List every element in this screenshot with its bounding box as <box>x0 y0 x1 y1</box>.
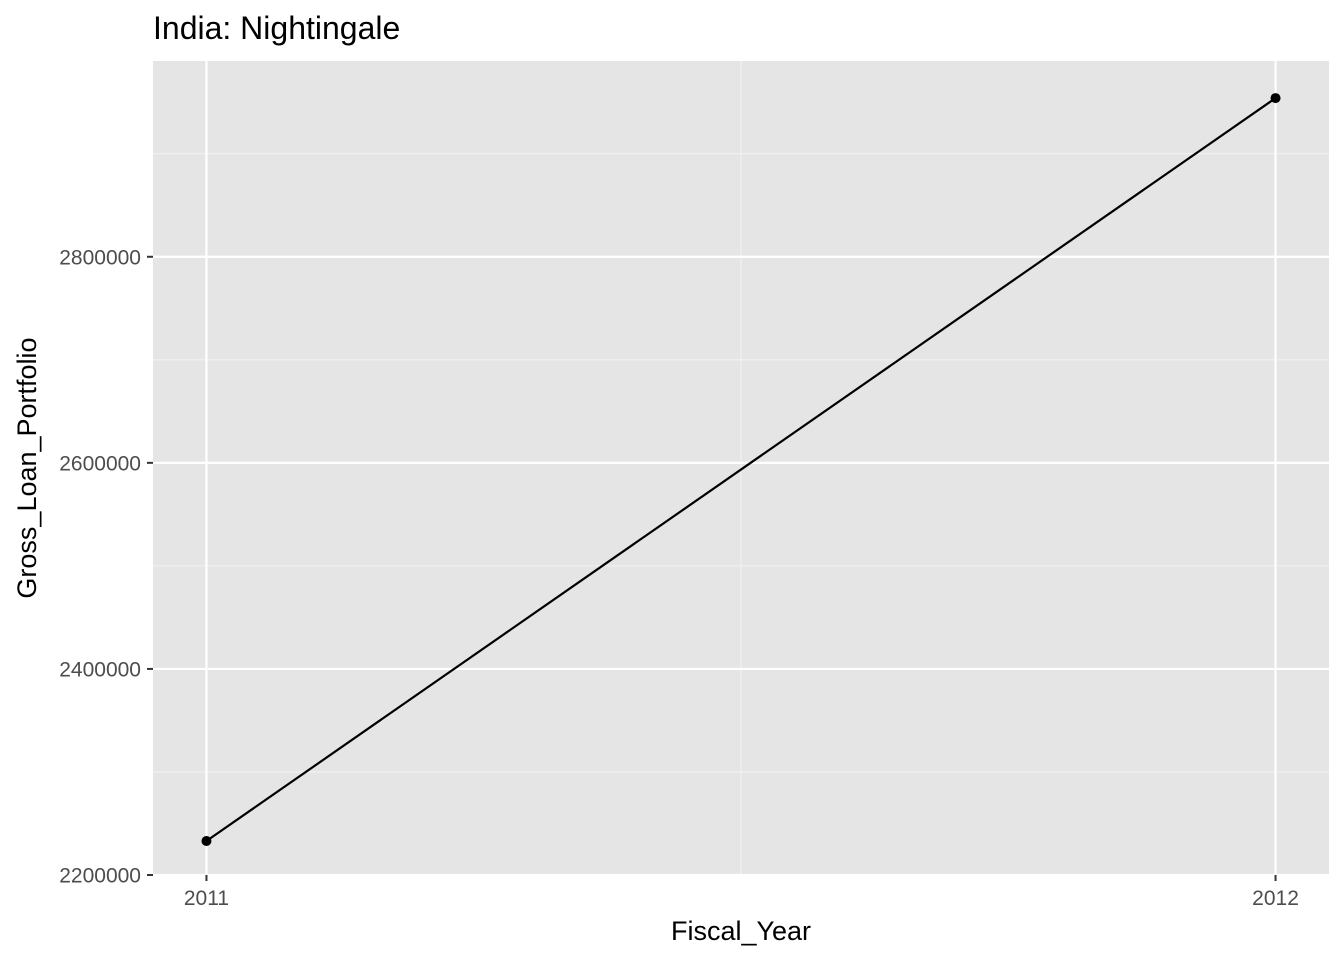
data-point <box>201 835 212 846</box>
y-tick-label: 2800000 <box>59 246 141 269</box>
series-layer <box>201 93 1281 846</box>
x-tick-label: 2012 <box>1252 887 1299 910</box>
y-axis-title: Gross_Loan_Portfolio <box>12 337 42 598</box>
y-tick-label: 2200000 <box>59 865 141 888</box>
x-tick-label: 2011 <box>184 887 229 910</box>
x-axis-title: Fiscal_Year <box>671 916 811 946</box>
y-tick-label: 2600000 <box>59 452 141 475</box>
data-point <box>1270 93 1281 104</box>
series-line <box>205 97 1277 842</box>
y-axis: 2200000 2400000 2600000 2800000 <box>59 246 153 888</box>
x-axis: 2011 2012 <box>184 875 1299 910</box>
minor-gridlines <box>153 61 1329 875</box>
y-tick-label: 2400000 <box>59 658 141 681</box>
chart-title: India: Nightingale <box>153 10 400 46</box>
major-gridlines <box>153 61 1329 877</box>
